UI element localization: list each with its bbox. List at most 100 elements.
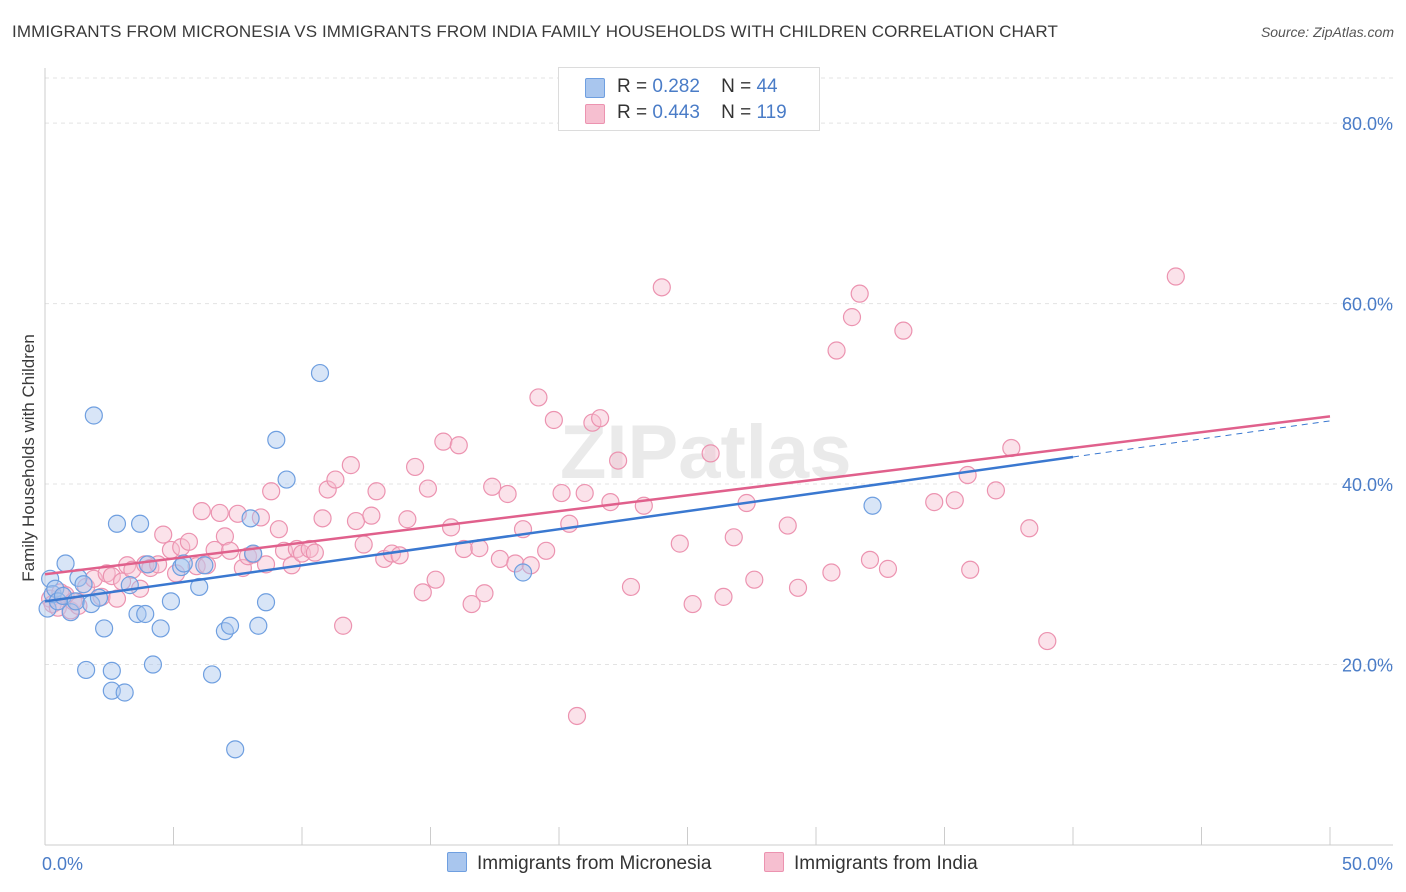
india-point <box>652 278 671 297</box>
legend-r-label: R = <box>617 102 648 123</box>
micronesia-trend-dashed <box>1072 420 1331 458</box>
india-point <box>334 616 353 635</box>
trend-lines <box>44 415 1331 603</box>
axes <box>44 68 1393 846</box>
india-point <box>958 465 977 485</box>
micronesia-point <box>241 509 260 528</box>
micronesia-point <box>249 616 268 635</box>
micronesia-point <box>226 740 245 759</box>
legend-n-value: 44 <box>756 76 778 97</box>
series-name-micronesia: Immigrants from Micronesia <box>477 853 712 874</box>
micronesia-point <box>143 655 163 674</box>
india-point <box>894 321 913 340</box>
india-point <box>210 503 229 523</box>
india-point <box>591 409 610 428</box>
india-point <box>269 520 288 539</box>
micronesia-swatch <box>585 78 605 98</box>
india-point <box>601 493 620 512</box>
source-label: Source: ZipAtlas.com <box>1260 24 1394 40</box>
y-tick-label: 80.0% <box>1342 114 1393 134</box>
micronesia-point <box>102 661 121 680</box>
india-point <box>521 556 540 575</box>
india-point <box>483 477 502 496</box>
india-point <box>367 482 386 501</box>
india-point <box>354 535 373 554</box>
micronesia-point <box>267 430 286 449</box>
micronesia-point <box>863 496 882 515</box>
india-point <box>745 570 764 589</box>
micronesia-point <box>128 604 147 624</box>
micronesia-point <box>74 575 93 594</box>
india-point <box>449 436 468 455</box>
legend-n-label: N = <box>721 102 752 123</box>
micronesia-point <box>220 616 240 635</box>
india-point <box>390 546 409 565</box>
y-tick-label: 20.0% <box>1342 656 1393 676</box>
india-swatch <box>585 104 605 124</box>
legend-n-value: 119 <box>756 102 787 123</box>
india-trend-line <box>44 415 1331 576</box>
india-point <box>441 518 461 537</box>
india-point <box>1166 267 1185 286</box>
micronesia-point <box>115 683 134 702</box>
micronesia-point <box>277 470 296 489</box>
india-point <box>454 539 474 559</box>
india-point <box>398 510 417 529</box>
india-point <box>842 308 862 327</box>
gridlines <box>45 77 1393 666</box>
india-point <box>609 451 628 470</box>
india-point <box>475 584 494 603</box>
india-point <box>405 457 425 477</box>
stats-legend: R = 0.282 N = 44 R = 0.443 N = 119 <box>558 67 820 131</box>
tick-labels: 20.0% 40.0% 60.0% 80.0% 0.0% 50.0% <box>42 114 1393 874</box>
india-points <box>41 267 1185 726</box>
series-name-india: Immigrants from India <box>794 853 978 874</box>
micronesia-point <box>310 363 330 383</box>
india-legend-swatch <box>764 852 784 872</box>
india-point <box>670 534 689 553</box>
micronesia-point <box>202 665 222 684</box>
micronesia-point <box>77 660 96 680</box>
india-point <box>827 341 846 360</box>
micronesia-point <box>161 592 181 611</box>
india-point <box>418 479 438 498</box>
india-point <box>97 564 116 583</box>
micronesia-point <box>513 563 533 582</box>
india-point <box>683 594 702 614</box>
india-point <box>986 481 1006 500</box>
india-point <box>498 484 517 504</box>
india-point <box>961 560 980 579</box>
india-point <box>925 493 944 512</box>
india-point <box>341 456 360 475</box>
x-tick-label-end: 50.0% <box>1342 854 1393 874</box>
india-point <box>878 559 898 578</box>
india-point <box>462 594 481 614</box>
india-point <box>529 388 548 407</box>
india-point <box>179 532 199 551</box>
bottom-legend-india: Immigrants from India <box>764 852 978 875</box>
micronesia-point <box>190 577 209 597</box>
india-point <box>426 570 445 589</box>
micronesia-point <box>136 604 155 624</box>
micronesia-point <box>215 622 234 641</box>
micronesia-point <box>256 593 276 612</box>
india-point <box>313 509 332 528</box>
micronesia-point <box>130 514 150 533</box>
india-point <box>850 284 869 303</box>
legend-n-label: N = <box>721 76 752 97</box>
micronesia-point <box>174 554 193 573</box>
india-point <box>567 706 587 726</box>
micronesia-point <box>61 603 80 622</box>
india-point <box>1020 519 1039 538</box>
india-point <box>262 482 281 501</box>
india-point <box>860 550 880 569</box>
india-point <box>575 483 594 503</box>
india-point <box>192 502 211 521</box>
india-point <box>413 583 432 602</box>
india-point <box>102 566 121 586</box>
india-point <box>1038 631 1057 651</box>
india-point <box>621 577 641 597</box>
y-tick-label: 60.0% <box>1342 295 1393 315</box>
micronesia-point <box>195 556 214 575</box>
